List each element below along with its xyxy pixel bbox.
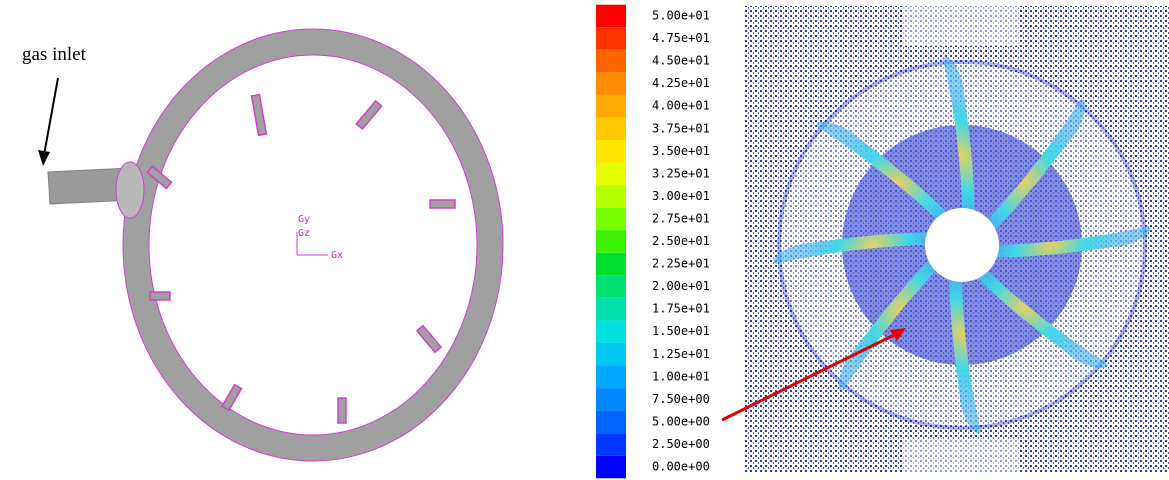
colorbar-label: 0.00e+00 [652, 460, 710, 474]
colorbar-label: 2.00e+01 [652, 279, 710, 293]
color-swatch [596, 343, 626, 366]
color-swatch [596, 140, 626, 163]
color-swatch [596, 433, 626, 456]
color-swatch [596, 163, 626, 186]
color-swatch [596, 298, 626, 321]
colorbar-label: 1.75e+01 [652, 302, 710, 316]
colorbar-label: 5.00e+01 [652, 9, 710, 23]
colorbar-label: 2.50e+00 [652, 437, 710, 451]
color-swatch [596, 117, 626, 140]
colorbar-label: 5.00e+00 [652, 414, 710, 428]
ring-drawing: Gy Gz Gx gas inlet [22, 29, 503, 461]
color-swatch [596, 230, 626, 253]
axis-label: Gy [298, 214, 310, 225]
figure: Gy Gz Gx gas inlet 5.00e+01 4.75e+01 4.50e… [0, 0, 1169, 480]
color-swatch [596, 388, 626, 411]
contour-image [722, 6, 1169, 472]
color-swatch [596, 185, 626, 208]
colorbar-label: 3.00e+01 [652, 189, 710, 203]
color-swatch [596, 366, 626, 389]
color-swatch [596, 253, 626, 276]
axis-label: Gx [331, 250, 343, 261]
colorbar-label: 4.00e+01 [652, 99, 710, 113]
color-swatch [596, 50, 626, 73]
colorbar-label: 2.50e+01 [652, 234, 710, 248]
colorbar-label: 2.75e+01 [652, 211, 710, 225]
colorbar-label: 4.25e+01 [652, 76, 710, 90]
color-swatch [596, 95, 626, 118]
colorbar-label: 1.25e+01 [652, 347, 710, 361]
colorbar-label: 1.00e+01 [652, 369, 710, 383]
colorbar-label: 1.50e+01 [652, 324, 710, 338]
colorbar-label: 3.25e+01 [652, 166, 710, 180]
color-swatch [596, 456, 626, 479]
color-swatch [596, 5, 626, 28]
annotation: gas inlet [22, 44, 87, 65]
colorbar-label: 4.75e+01 [652, 31, 710, 45]
colorbar-label: 7.50e+00 [652, 392, 710, 406]
colorbar-label: 4.50e+01 [652, 54, 710, 68]
color-swatch [596, 27, 626, 50]
colorbar-label: 2.25e+01 [652, 257, 710, 271]
colorbar-label: 3.75e+01 [652, 121, 710, 135]
color-swatch [596, 320, 626, 343]
color-swatch [596, 275, 626, 298]
colorbar: 5.00e+01 4.75e+01 4.50e+01 4.25e+01 4.00e+01… [596, 5, 710, 479]
color-swatch [596, 208, 626, 231]
colorbar-label: 3.50e+01 [652, 144, 710, 158]
color-swatch [596, 411, 626, 434]
color-swatch [596, 72, 626, 95]
axis-label: Gz [298, 228, 310, 239]
